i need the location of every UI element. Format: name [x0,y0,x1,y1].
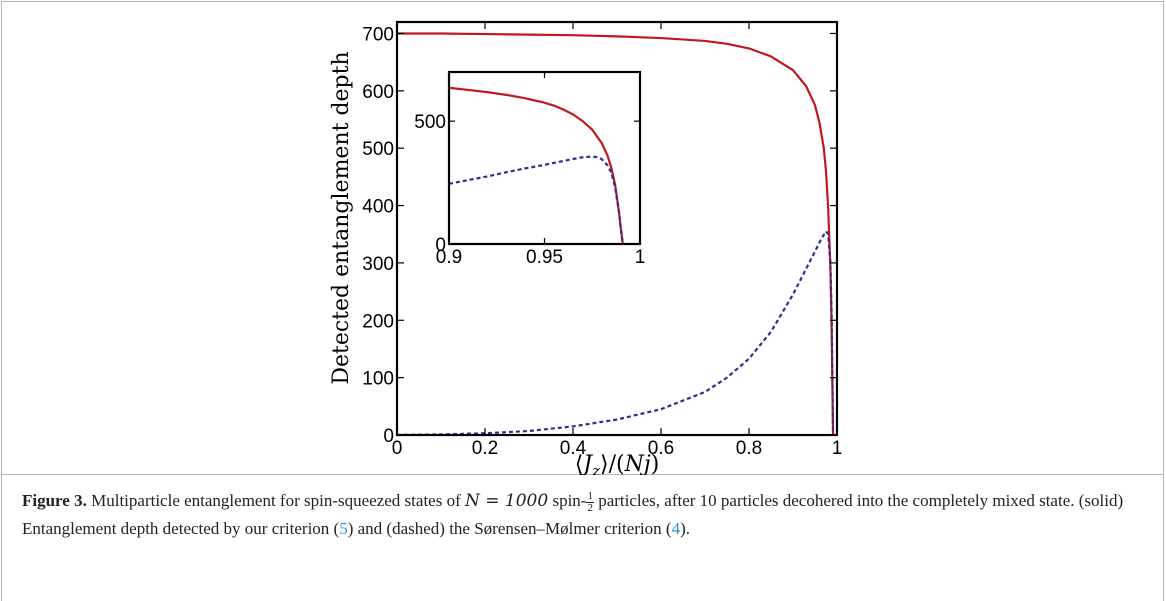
inset-y-tick-label: 0 [435,235,446,256]
main-x-tick-label: 0.2 [472,438,498,459]
main-y-tick-label: 500 [362,139,394,160]
main-series-dashed-line [396,230,835,437]
caption-text-a: Multiparticle entanglement for spin-sque… [86,491,465,510]
inset-series-dashed-line [448,155,624,245]
main-plot: 0 0.2 0.4 0.6 0.8 1 0 100 200 300 400 500 600 700 ⟨Jz⟩… [329,20,843,475]
inset-x-tick-label: 0.95 [526,247,563,268]
main-axes-box [395,20,839,437]
inset-x-tick-label: 0.9 [436,247,462,268]
caption-text-b: spin- [548,491,587,510]
inset-y-tick-label: 500 [414,112,446,133]
main-x-tick-label: 0 [392,438,403,459]
main-y-tick-label: 700 [362,24,394,45]
fraction-numerator: 1 [586,489,594,503]
main-y-axis-label: Detected entanglement depth [329,51,354,384]
fraction-denominator: 2 [587,501,593,514]
caption-text-e: ). [680,519,690,538]
main-y-tick-label: 0 [383,426,394,447]
main-y-tick-label: 400 [362,197,394,218]
inset-plot: 0.9 0.95 1 0 500 [414,70,646,268]
caption-math-n: N = 1000 [465,491,549,511]
caption-text-d: ) and (dashed) the Sørensen–Mølmer crite… [347,519,672,538]
caption-text-c: particles, after 10 particles decohered … [22,491,1124,538]
main-x-axis-label: ⟨Jz⟩/(Nj) [575,452,660,475]
figure-label: Figure 3. [22,491,87,510]
inset-background [449,72,640,244]
equation-ref-4[interactable]: 4 [671,519,681,538]
main-y-tick-label: 600 [362,82,394,103]
main-x-tick-label: 0.6 [648,438,674,459]
figure-caption: Figure 3. Multiparticle entanglement for… [22,487,1147,542]
inset-x-tick-label: 1 [635,247,646,268]
main-x-tick-label: 0.4 [560,438,587,459]
main-y-tick-label: 100 [362,369,394,390]
caption-divider [2,474,1164,475]
entanglement-depth-chart: 0 0.2 0.4 0.6 0.8 1 0 100 200 300 400 500 600 700 ⟨Jz⟩… [329,20,843,475]
main-y-tick-label: 300 [362,254,394,275]
equation-ref-5[interactable]: 5 [339,519,348,538]
main-y-tick-label: 200 [362,311,394,332]
main-x-tick-label: 1 [832,438,843,459]
main-x-tick-label: 0.8 [736,438,762,459]
